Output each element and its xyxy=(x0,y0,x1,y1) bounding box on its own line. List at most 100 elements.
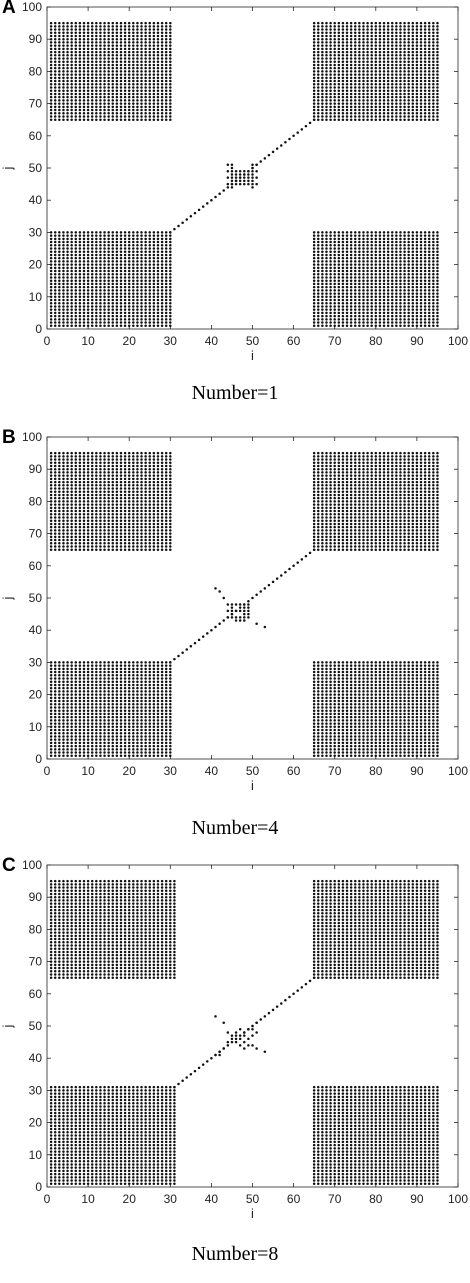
data-point xyxy=(83,745,86,748)
data-point xyxy=(436,270,439,273)
data-point xyxy=(354,60,357,63)
data-point xyxy=(428,28,431,31)
data-point xyxy=(366,32,369,35)
data-point xyxy=(317,57,320,60)
data-point xyxy=(317,44,320,47)
data-point xyxy=(99,263,102,266)
data-point xyxy=(432,257,435,260)
data-point xyxy=(370,289,373,292)
data-point xyxy=(342,315,345,318)
data-point xyxy=(325,283,328,286)
data-point xyxy=(140,241,143,244)
data-point xyxy=(432,305,435,308)
data-point xyxy=(379,44,382,47)
data-point xyxy=(436,38,439,41)
data-point xyxy=(58,308,61,311)
data-point xyxy=(375,263,378,266)
data-point xyxy=(412,325,415,328)
data-point xyxy=(144,32,147,35)
data-point xyxy=(79,738,82,741)
data-point xyxy=(399,48,402,51)
data-point xyxy=(383,325,386,328)
data-point xyxy=(83,241,86,244)
data-point xyxy=(66,729,69,732)
data-point xyxy=(66,680,69,683)
data-point xyxy=(128,48,131,51)
data-point xyxy=(387,263,390,266)
data-point xyxy=(338,93,341,96)
data-point xyxy=(132,709,135,712)
data-point xyxy=(354,305,357,308)
data-point xyxy=(428,83,431,86)
data-point xyxy=(83,260,86,263)
data-point xyxy=(416,308,419,311)
data-point xyxy=(403,247,406,250)
data-point xyxy=(112,703,115,706)
data-point xyxy=(325,742,328,745)
data-point xyxy=(428,231,431,234)
data-point xyxy=(50,690,53,693)
data-point xyxy=(198,209,201,212)
data-point xyxy=(420,296,423,299)
data-point xyxy=(375,305,378,308)
data-point xyxy=(140,738,143,741)
data-point xyxy=(124,703,127,706)
data-point xyxy=(383,247,386,250)
data-point xyxy=(231,180,234,183)
data-point xyxy=(403,318,406,321)
data-point xyxy=(321,716,324,719)
data-point xyxy=(169,267,172,270)
data-point xyxy=(112,102,115,105)
data-point xyxy=(70,115,73,118)
data-point xyxy=(54,247,57,250)
data-point xyxy=(321,118,324,121)
data-point xyxy=(407,86,410,89)
data-point xyxy=(399,270,402,273)
data-point xyxy=(95,267,98,270)
data-point xyxy=(362,318,365,321)
data-point xyxy=(75,722,78,725)
data-point xyxy=(432,99,435,102)
data-point xyxy=(136,289,139,292)
data-point xyxy=(157,286,160,289)
data-point xyxy=(333,302,336,305)
data-point xyxy=(149,325,152,328)
data-point xyxy=(120,83,123,86)
data-point xyxy=(222,189,225,192)
data-point xyxy=(383,257,386,260)
data-point xyxy=(321,77,324,80)
data-point xyxy=(116,109,119,112)
data-point xyxy=(157,318,160,321)
data-point xyxy=(342,305,345,308)
data-point xyxy=(321,706,324,709)
data-point xyxy=(420,96,423,99)
data-point xyxy=(153,118,156,121)
data-point xyxy=(383,308,386,311)
data-point xyxy=(83,86,86,89)
data-point xyxy=(132,77,135,80)
data-point xyxy=(432,267,435,270)
data-point xyxy=(395,250,398,253)
data-point xyxy=(91,283,94,286)
data-point xyxy=(157,86,160,89)
data-point xyxy=(329,54,332,57)
data-point xyxy=(70,273,73,276)
data-point xyxy=(149,700,152,703)
data-point xyxy=(75,668,78,671)
data-point xyxy=(132,751,135,754)
data-point xyxy=(120,109,123,112)
data-point xyxy=(87,73,90,76)
data-point xyxy=(251,183,254,186)
data-point xyxy=(120,28,123,31)
data-point xyxy=(366,315,369,318)
data-point xyxy=(91,664,94,667)
data-point xyxy=(436,318,439,321)
data-point xyxy=(83,273,86,276)
data-point xyxy=(436,276,439,279)
data-point xyxy=(99,716,102,719)
data-point xyxy=(87,308,90,311)
data-point xyxy=(50,263,53,266)
data-point xyxy=(428,60,431,63)
data-point xyxy=(107,109,110,112)
data-point xyxy=(169,38,172,41)
